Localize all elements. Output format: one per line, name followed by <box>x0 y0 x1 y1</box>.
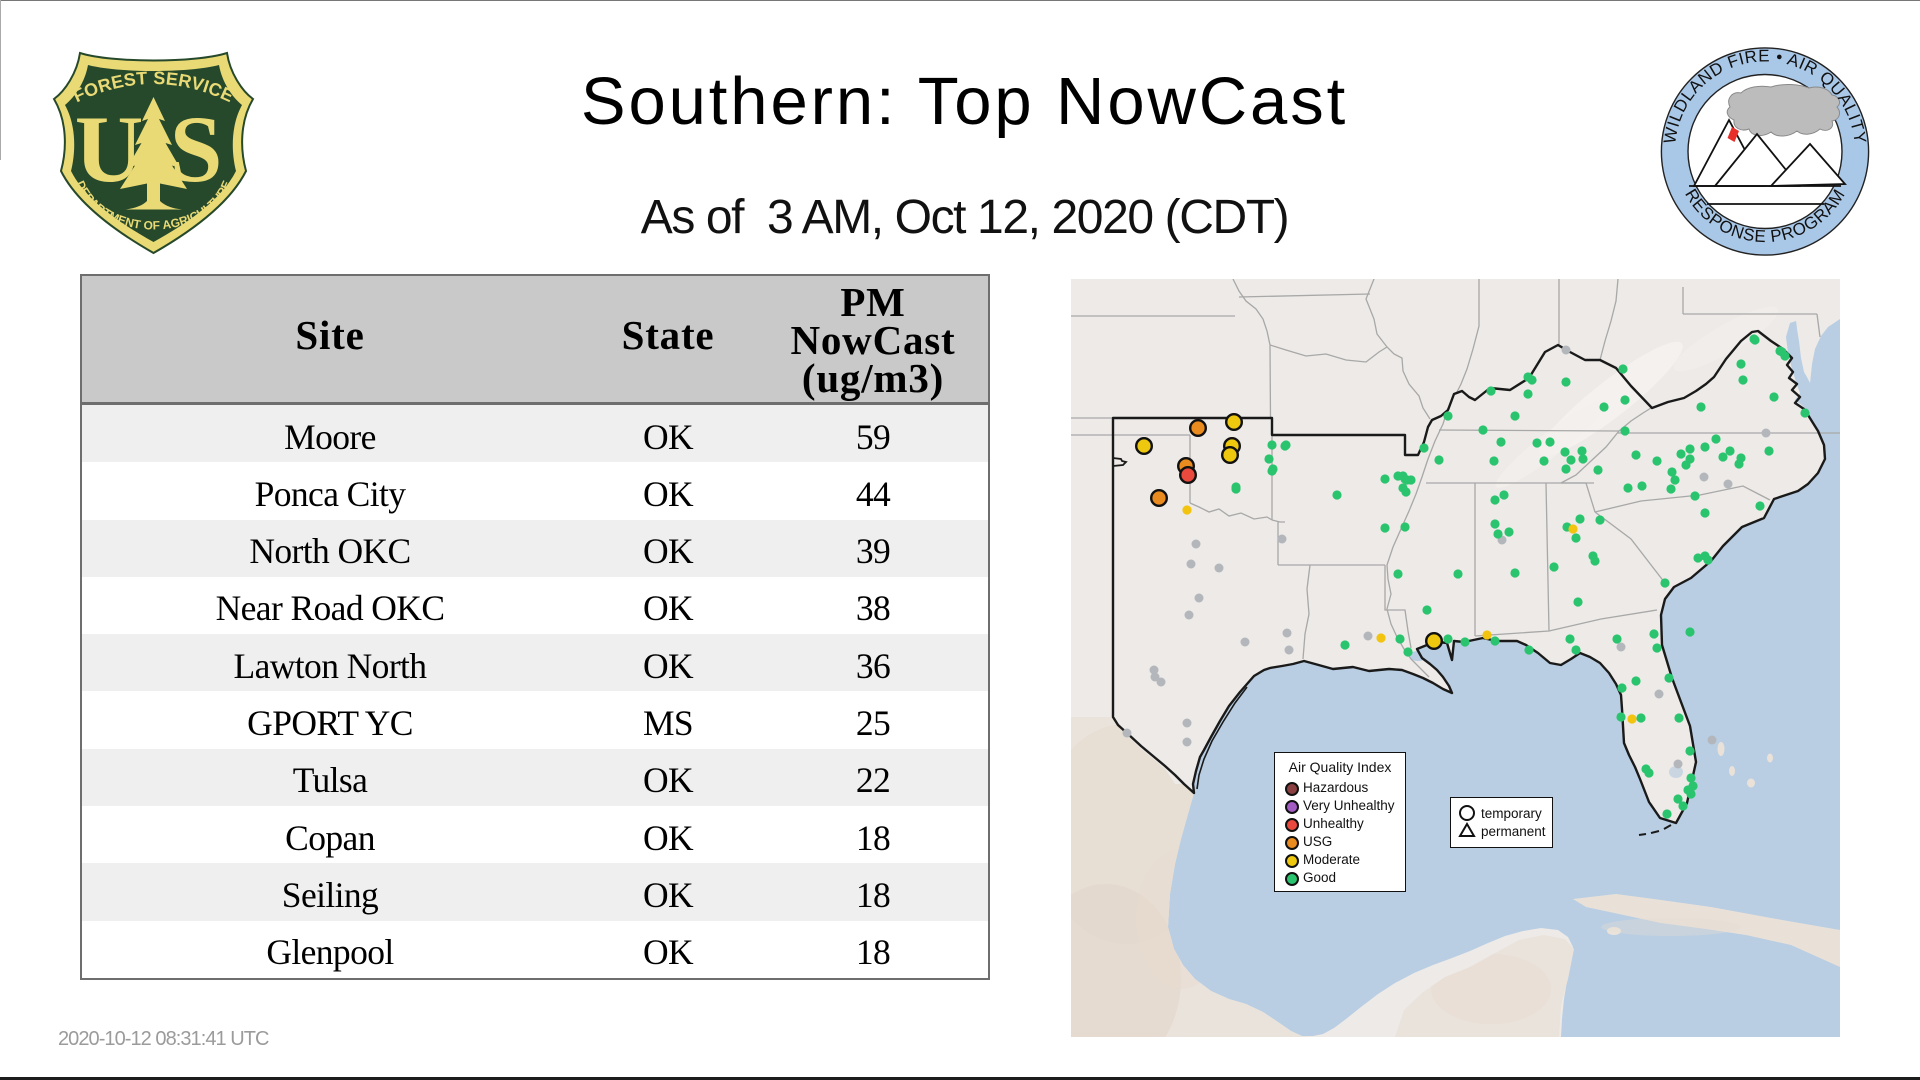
svg-text:permanent: permanent <box>1481 824 1546 839</box>
svg-text:temporary: temporary <box>1481 806 1542 821</box>
